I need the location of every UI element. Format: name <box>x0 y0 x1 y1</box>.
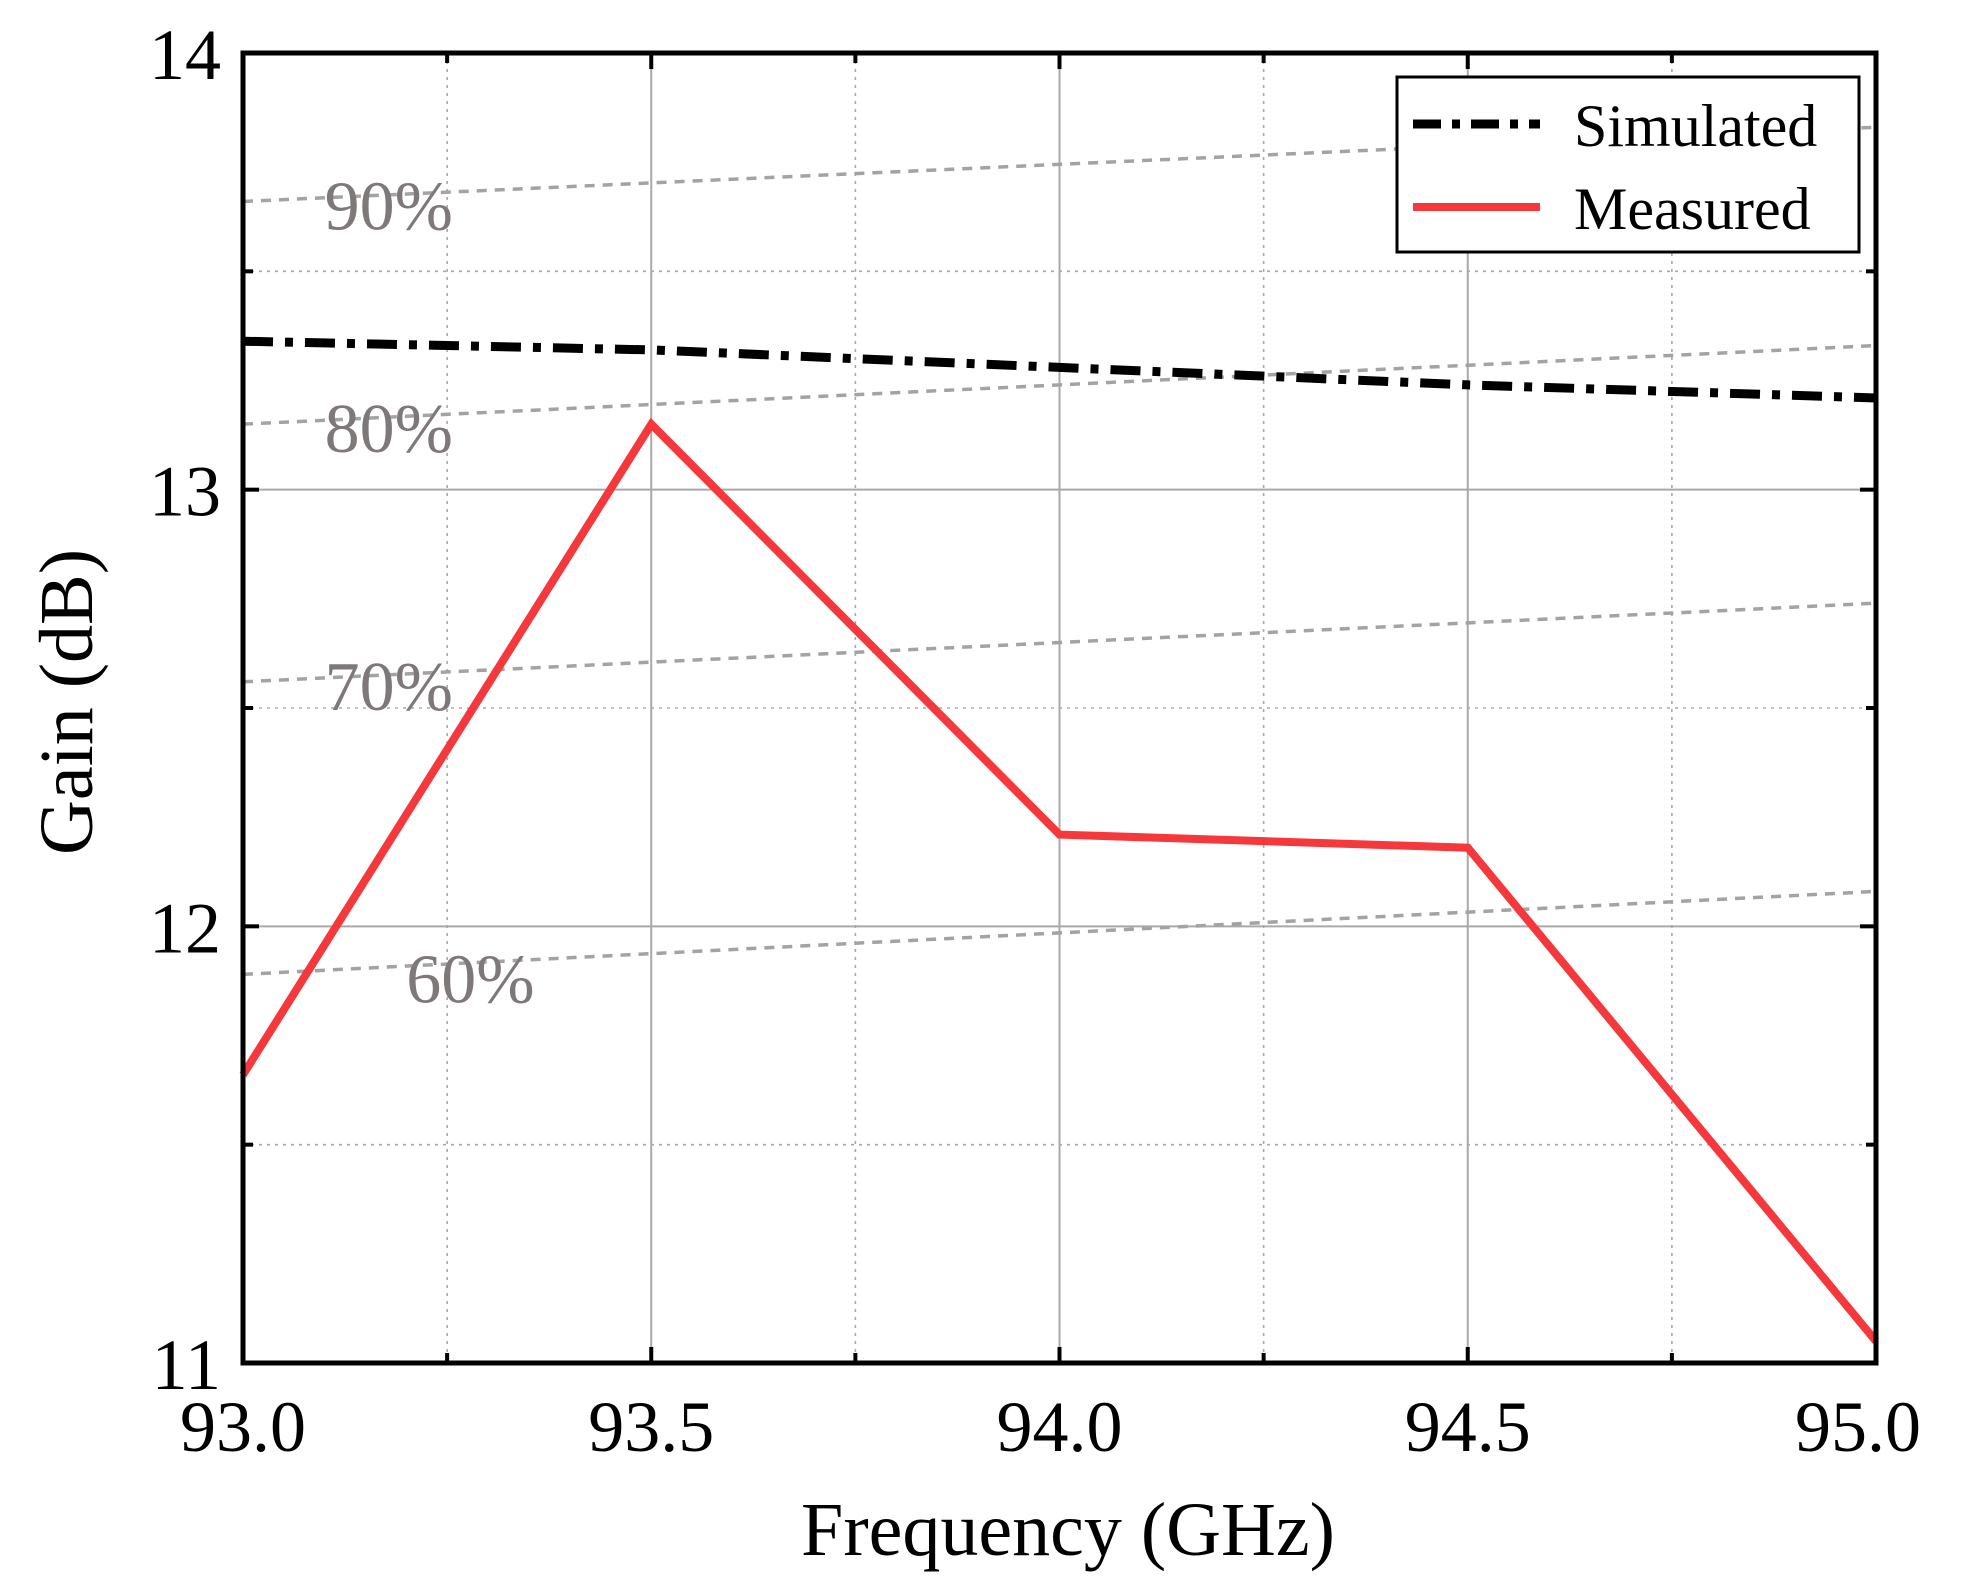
x-tick-label: 95.0 <box>1795 1387 1921 1467</box>
efficiency-contour-line <box>242 601 1877 684</box>
efficiency-contour-label: 80% <box>325 391 453 468</box>
y-axis-label: Gain (dB) <box>25 549 109 855</box>
axis-ticks <box>241 51 1878 1365</box>
efficiency-contour-label: 60% <box>406 941 534 1018</box>
x-tick-label: 93.0 <box>180 1387 306 1467</box>
x-axis-label: Frequency (GHz) <box>801 1488 1335 1572</box>
efficiency-contour-line <box>242 125 1877 204</box>
series-line-measured <box>239 417 1880 1344</box>
efficiency-contour-line <box>242 889 1877 977</box>
legend-label-simulated: Simulated <box>1574 93 1817 159</box>
grid <box>243 53 1876 1363</box>
tick-labels: 93.0 93.5 94.0 94.5 95.0 11 12 13 14 <box>149 15 1921 1467</box>
x-tick-label: 94.0 <box>997 1387 1123 1467</box>
x-tick-label: 94.5 <box>1405 1387 1531 1467</box>
efficiency-contours: 90% 80% 70% 60% <box>242 125 1877 1018</box>
y-tick-label: 11 <box>152 1325 221 1405</box>
efficiency-contour-label: 90% <box>325 168 453 245</box>
legend-box <box>1395 75 1861 254</box>
y-tick-label: 13 <box>149 452 221 532</box>
efficiency-contour-line <box>242 343 1877 426</box>
legend-label-measured: Measured <box>1574 176 1811 242</box>
x-tick-label: 93.5 <box>588 1387 714 1467</box>
efficiency-contour-label: 70% <box>325 649 453 726</box>
y-tick-label: 14 <box>149 15 221 95</box>
series-line-simulated <box>242 336 1877 403</box>
y-tick-label: 12 <box>149 888 221 968</box>
data-series <box>239 336 1880 1344</box>
legend: Simulated Measured <box>1395 75 1861 254</box>
